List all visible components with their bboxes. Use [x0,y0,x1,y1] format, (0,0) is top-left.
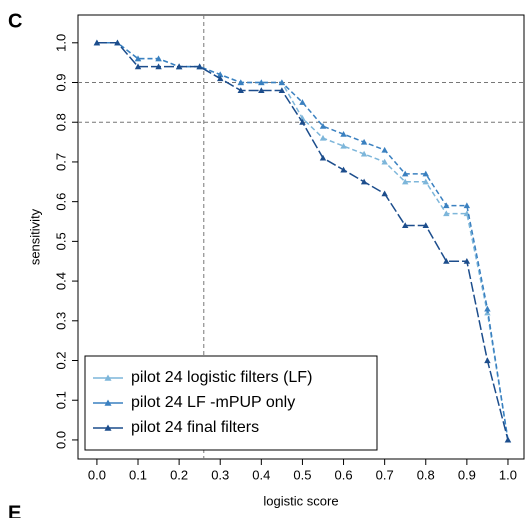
data-point [155,63,162,70]
y-tick-label: 0.3 [53,312,68,330]
x-tick-label: 0.3 [211,467,229,482]
legend-marker [104,374,112,381]
x-tick-label: 0.8 [417,467,435,482]
data-point [422,222,429,229]
data-point [360,138,368,145]
data-point [484,305,491,312]
data-point [381,190,388,197]
data-point [258,87,265,94]
x-tick-label: 0.0 [88,467,106,482]
data-point [381,146,388,153]
y-tick-label: 0.5 [53,232,68,250]
data-point [319,154,327,161]
data-point [443,202,450,209]
legend-marker [104,424,112,431]
data-point [360,150,368,157]
data-point [402,178,409,185]
panel-label: C [8,10,22,32]
y-tick-label: 0.2 [53,351,68,369]
data-point [134,55,142,62]
data-point [217,71,224,78]
data-point [340,166,347,173]
data-point [278,79,286,86]
y-tick-label: 1.0 [53,34,68,52]
data-point [463,258,471,264]
data-point [463,202,471,209]
x-tick-label: 0.9 [458,467,476,482]
y-tick-label: 0.8 [53,113,68,131]
data-point [422,178,429,185]
legend-label: pilot 24 LF -mPUP only [131,394,295,411]
data-point [340,142,347,149]
data-point [258,79,265,86]
data-point [196,63,203,70]
y-axis-label: sensitivity [27,208,42,265]
x-tick-label: 0.7 [376,467,394,482]
data-point [175,63,183,70]
data-point [217,75,224,82]
data-point [299,99,306,105]
data-point [134,63,142,70]
legend-box [84,355,378,451]
data-point [278,87,286,94]
x-tick-label: 0.6 [335,467,353,482]
data-point [443,210,450,217]
legend-marker [104,399,112,406]
y-tick-label: 0.7 [53,153,68,171]
x-tick-label: 0.4 [252,467,270,482]
x-tick-label: 0.1 [129,467,147,482]
data-point [484,357,491,364]
legend-label: pilot 24 logistic filters (LF) [131,369,312,386]
data-point [319,122,327,129]
data-point [381,158,388,165]
data-point [340,130,347,137]
legend-label: pilot 24 final filters [131,419,259,436]
series-line [96,42,509,441]
y-tick-label: 0.4 [53,272,68,290]
x-tick-label: 0.2 [170,467,188,482]
data-point [360,178,368,185]
data-point [402,170,409,177]
y-tick-label: 0.9 [53,73,68,91]
y-tick-label: 0.0 [53,431,68,449]
plot-frame [77,14,525,460]
data-point [114,39,121,46]
data-point [93,39,101,46]
data-point [237,79,244,86]
data-point [504,436,512,443]
y-tick-label: 0.1 [53,391,68,409]
y-tick-label: 0.6 [53,193,68,211]
data-point [443,258,450,264]
data-point [155,55,162,62]
data-point [422,170,429,177]
data-point [319,134,327,141]
next-panel-label: E [8,502,21,518]
x-axis-label: logistic score [263,493,338,508]
x-tick-label: 0.5 [293,467,311,482]
data-point [402,222,409,229]
data-point [299,119,306,125]
x-tick-label: 1.0 [499,467,517,482]
data-point [237,87,244,94]
